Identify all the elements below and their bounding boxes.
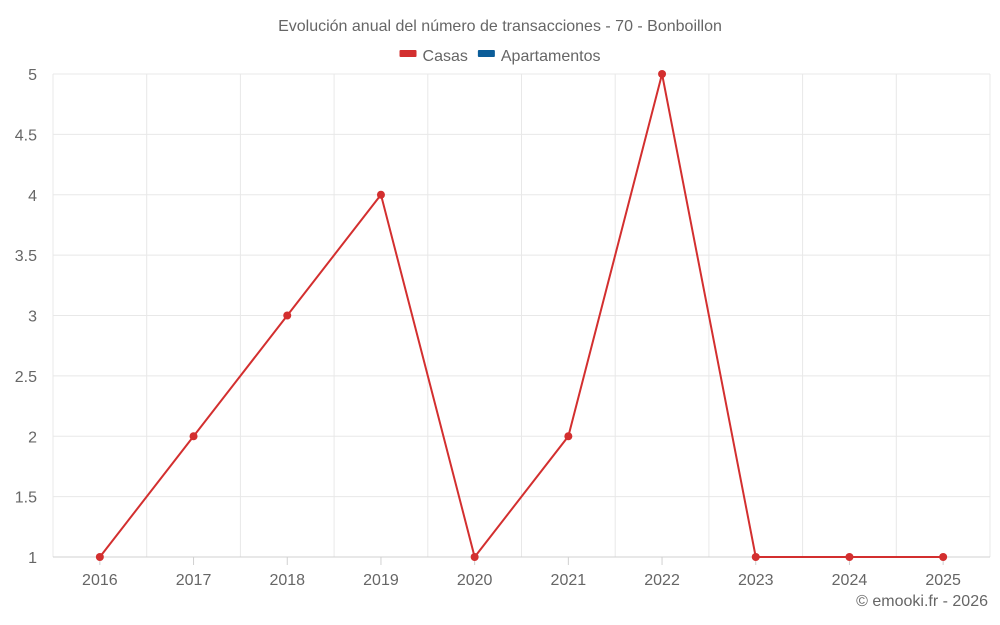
data-point [189, 432, 198, 441]
y-tick-label: 5 [28, 67, 37, 84]
data-point [658, 70, 667, 78]
data-point [283, 311, 292, 320]
legend-swatch [477, 50, 495, 57]
x-tick-label: 2024 [832, 572, 868, 589]
series-line-casas [99, 73, 944, 560]
y-tick-label: 1.5 [15, 490, 37, 507]
series-layer [95, 70, 948, 561]
y-tick-label: 1 [28, 550, 37, 567]
x-tick-label: 2020 [457, 572, 493, 589]
axes: 1 1.5 2 2.5 3 3.5 4 4.5 5 2016 2017 2018 2019 2020 202… [15, 67, 990, 589]
y-tick-label: 2 [28, 429, 37, 446]
data-point [845, 553, 854, 561]
legend-label: Apartamentos [501, 48, 601, 65]
data-point [564, 432, 573, 441]
legend: Casas Apartamentos [399, 48, 601, 65]
x-tick-label: 2022 [644, 572, 680, 589]
legend-item-apartamentos: Apartamentos [477, 48, 601, 65]
data-point [751, 553, 760, 561]
y-tick-label: 3 [28, 309, 37, 326]
legend-swatch [399, 50, 417, 57]
x-tick-label: 2021 [551, 572, 587, 589]
x-tick-label: 2025 [925, 572, 961, 589]
x-tick-label: 2017 [176, 572, 212, 589]
y-tick-label: 4 [28, 188, 37, 205]
x-tick-label: 2016 [82, 572, 118, 589]
y-tick-label: 2.5 [15, 369, 37, 386]
y-tick-label: 3.5 [15, 248, 37, 265]
y-tick-label: 4.5 [15, 127, 37, 144]
credit-text: © emooki.fr - 2026 [856, 593, 988, 610]
data-point [939, 553, 948, 561]
data-point [376, 190, 385, 199]
x-tick-label: 2023 [738, 572, 774, 589]
data-point [470, 553, 479, 561]
legend-item-casas: Casas [399, 48, 468, 65]
chart-title: Evolución anual del número de transaccio… [278, 18, 722, 35]
legend-label: Casas [423, 48, 468, 65]
x-tick-label: 2019 [363, 572, 399, 589]
data-point [95, 553, 104, 561]
x-tick-label: 2018 [269, 572, 305, 589]
grid [52, 73, 991, 557]
